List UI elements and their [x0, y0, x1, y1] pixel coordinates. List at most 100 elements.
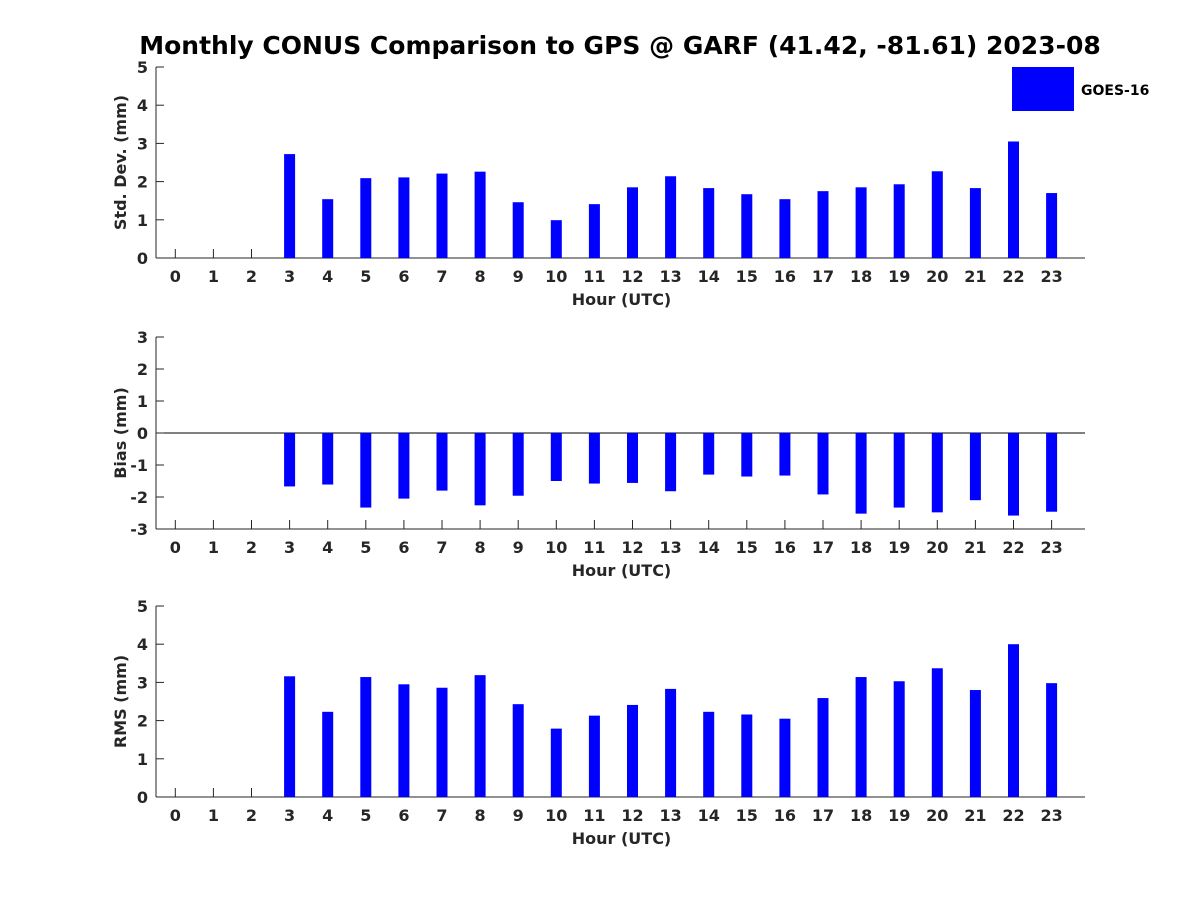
bias-y-axis-label: Bias (mm): [111, 387, 130, 479]
std-dev-bar-hour-5: [360, 178, 372, 258]
std-dev-x-tick-label: 15: [736, 267, 758, 286]
rms-bar-hour-20: [931, 668, 943, 797]
bias-bar-hour-3: [284, 433, 296, 487]
rms-x-tick-label: 13: [659, 806, 681, 825]
rms-x-tick-label: 9: [513, 806, 524, 825]
std-dev-x-tick-label: 21: [964, 267, 986, 286]
std-dev-bar-hour-17: [817, 191, 829, 258]
chart-title: Monthly CONUS Comparison to GPS @ GARF (…: [139, 31, 1101, 60]
rms-x-tick-label: 0: [170, 806, 181, 825]
rms-x-tick-label: 16: [774, 806, 796, 825]
std-dev-x-tick-label: 3: [284, 267, 295, 286]
std-dev-y-tick-label: 4: [137, 96, 148, 115]
bias-x-tick-label: 5: [360, 538, 371, 557]
rms-x-tick-label: 19: [888, 806, 910, 825]
rms-x-tick-label: 14: [698, 806, 720, 825]
std-dev-bar-hour-4: [322, 199, 334, 258]
bias-bar-hour-14: [703, 433, 715, 475]
std-dev-x-axis-label: Hour (UTC): [572, 290, 672, 309]
rms-x-tick-label: 4: [322, 806, 333, 825]
std-dev-bar-hour-3: [284, 154, 296, 258]
bias-x-axis-label: Hour (UTC): [572, 561, 672, 580]
bias-x-tick-label: 9: [513, 538, 524, 557]
rms-x-tick-label: 17: [812, 806, 834, 825]
std-dev-x-tick-label: 16: [774, 267, 796, 286]
bias-x-tick-label: 11: [583, 538, 605, 557]
std-dev-y-tick-label: 3: [137, 134, 148, 153]
rms-bar-hour-22: [1008, 644, 1019, 797]
rms-bar-hour-19: [893, 681, 905, 797]
rms-x-tick-label: 10: [545, 806, 567, 825]
std-dev-bar-hour-12: [627, 187, 638, 258]
std-dev-bar-hour-7: [436, 173, 448, 258]
rms-x-tick-label: 21: [964, 806, 986, 825]
bias-bar-hour-16: [779, 433, 791, 476]
bias-bar-hour-20: [931, 433, 943, 513]
bias-x-tick-label: 8: [475, 538, 486, 557]
std-dev-y-axis-label: Std. Dev. (mm): [111, 95, 130, 230]
bias-bar-hour-11: [588, 433, 600, 484]
rms-x-tick-label: 8: [475, 806, 486, 825]
rms-bar-hour-3: [284, 676, 296, 797]
rms-x-tick-label: 6: [398, 806, 409, 825]
bias-bar-hour-12: [627, 433, 638, 483]
bias-bar-hour-19: [893, 433, 905, 508]
bias-bar-hour-6: [398, 433, 410, 499]
bias-y-tick-label: 3: [137, 328, 148, 347]
rms-x-tick-label: 11: [583, 806, 605, 825]
std-dev-bar-hour-22: [1008, 141, 1019, 258]
bias-x-tick-label: 16: [774, 538, 796, 557]
rms-bar-hour-8: [474, 675, 486, 797]
bias-bar-hour-18: [855, 433, 867, 514]
bias-x-tick-label: 22: [1002, 538, 1024, 557]
rms-bar-hour-7: [436, 687, 448, 797]
bias-x-tick-label: 21: [964, 538, 986, 557]
std-dev-bar-hour-11: [588, 204, 600, 258]
rms-y-tick-label: 3: [137, 673, 148, 692]
std-dev-x-tick-label: 0: [170, 267, 181, 286]
rms-bar-hour-21: [969, 690, 981, 797]
rms-bar-hour-23: [1046, 683, 1058, 797]
std-dev-x-tick-label: 13: [659, 267, 681, 286]
bias-x-tick-label: 17: [812, 538, 834, 557]
std-dev-x-tick-label: 5: [360, 267, 371, 286]
rms-y-tick-label: 0: [137, 788, 148, 807]
std-dev-x-tick-label: 11: [583, 267, 605, 286]
rms-x-tick-label: 15: [736, 806, 758, 825]
rms-bar-hour-15: [741, 714, 753, 797]
rms-x-tick-label: 7: [436, 806, 447, 825]
std-dev-bar-hour-23: [1046, 193, 1058, 258]
std-dev-bar-hour-20: [931, 171, 943, 258]
bias-bar-hour-17: [817, 433, 829, 495]
std-dev-x-tick-label: 1: [208, 267, 219, 286]
bias-x-tick-label: 10: [545, 538, 567, 557]
bias-y-tick-label: 0: [137, 424, 148, 443]
std-dev-y-tick-label: 5: [137, 58, 148, 77]
std-dev-x-tick-label: 12: [621, 267, 643, 286]
rms-y-tick-label: 4: [137, 635, 148, 654]
std-dev-bar-hour-8: [474, 171, 486, 258]
rms-bar-hour-11: [588, 715, 600, 797]
rms-x-tick-label: 1: [208, 806, 219, 825]
bias-x-tick-label: 7: [436, 538, 447, 557]
std-dev-y-tick-label: 1: [137, 211, 148, 230]
rms-bar-hour-10: [550, 728, 562, 797]
legend-swatch-goes-16: [1012, 67, 1074, 111]
legend-label-goes-16: GOES-16: [1081, 83, 1149, 99]
bias-x-tick-label: 2: [246, 538, 257, 557]
std-dev-bar-hour-15: [741, 194, 753, 258]
std-dev-x-tick-label: 4: [322, 267, 333, 286]
rms-bar-hour-13: [665, 688, 677, 797]
std-dev-bar-hour-10: [550, 220, 562, 258]
bias-y-tick-label: -2: [130, 488, 148, 507]
bias-x-tick-label: 23: [1040, 538, 1062, 557]
std-dev-y-tick-label: 2: [137, 173, 148, 192]
rms-y-tick-label: 1: [137, 750, 148, 769]
bias-bar-hour-21: [969, 433, 981, 501]
rms-y-axis-label: RMS (mm): [111, 655, 130, 748]
std-dev-x-tick-label: 8: [475, 267, 486, 286]
bias-bar-hour-13: [665, 433, 677, 492]
bias-x-tick-label: 13: [659, 538, 681, 557]
